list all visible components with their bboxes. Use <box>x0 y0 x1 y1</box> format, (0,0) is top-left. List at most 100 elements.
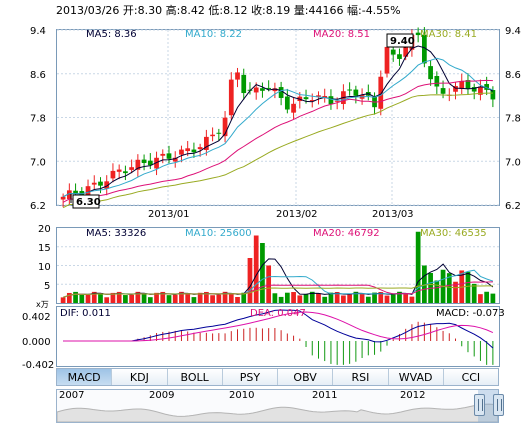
tab-wvad[interactable]: WVAD <box>388 369 444 385</box>
volume-bar <box>347 294 352 303</box>
price-ma10-label: MA10: 8.22 <box>185 29 242 40</box>
volume-bar <box>397 291 402 303</box>
low-price: 8.12 <box>223 4 248 17</box>
volume-bar <box>179 291 184 303</box>
volume-bar <box>60 297 66 303</box>
price-tick-left: 9.4 <box>30 26 46 37</box>
volume-bar <box>484 291 490 303</box>
price-tick-left: 8.6 <box>30 70 46 81</box>
nav-year-2007: 2007 <box>59 390 85 401</box>
volume-bar <box>272 293 278 303</box>
candle-body <box>272 88 278 92</box>
volume-bar <box>172 294 178 303</box>
volume-bar <box>253 235 259 303</box>
time-navigator[interactable]: 2007 2009 2010 2011 2012 <box>56 389 499 423</box>
candle-body <box>228 79 234 116</box>
candle-body <box>415 32 421 36</box>
candle-body <box>484 84 490 90</box>
candle-body <box>378 76 384 109</box>
candle-body <box>278 87 284 98</box>
volume-unit: x万 <box>36 300 49 309</box>
navigator-sparkline <box>57 403 498 422</box>
tab-cci[interactable]: CCI <box>443 369 498 385</box>
volume-bar <box>453 281 458 303</box>
volume-bar <box>378 292 384 303</box>
price-tick-left: 6.2 <box>30 201 46 212</box>
candle-body <box>397 54 402 59</box>
nav-year-2012: 2012 <box>400 390 426 401</box>
x-tick-2013-01: 2013/01 <box>148 209 190 220</box>
candle-body <box>185 148 191 152</box>
candle-body <box>309 100 315 102</box>
candle-body <box>135 159 141 170</box>
volume-bar <box>191 297 197 303</box>
macd-value-label: MACD: -0.073 <box>436 308 505 319</box>
price-tick-right: 8.6 <box>505 70 521 81</box>
indicator-tabs: MACD KDJ BOLL PSY OBV RSI WVAD CCI <box>56 368 499 386</box>
volume-bar <box>328 292 334 303</box>
macd-dif-label: DIF: 0.011 <box>60 308 111 319</box>
price-y-axis: 6.2 6.2 7.0 7.0 7.8 7.8 8.6 8.6 9.4 9.4 <box>30 26 521 212</box>
candle-body <box>353 89 359 96</box>
volume-bar <box>478 294 483 303</box>
candle-body <box>91 182 97 185</box>
price-volume-macd-chart[interactable]: 6.2 6.2 7.0 7.0 7.8 7.8 8.6 8.6 9.4 9.4 MA5: 8.36… <box>0 0 528 370</box>
candle-body <box>440 88 446 94</box>
candlesticks <box>60 27 496 208</box>
volume-bar <box>166 295 172 303</box>
volume-bar <box>403 293 409 303</box>
volume-panel-frame <box>56 227 500 304</box>
macd-tick-bottom: -0.402 <box>22 360 54 370</box>
volume-bar <box>210 295 215 303</box>
candle-body <box>260 88 265 91</box>
ma30-line <box>62 92 493 209</box>
volume-bar <box>116 291 122 303</box>
volume-bar <box>91 291 97 303</box>
candle-body <box>166 153 172 159</box>
macd-panel-frame <box>56 306 500 367</box>
candle-body <box>422 34 427 64</box>
tab-obv[interactable]: OBV <box>278 369 334 385</box>
candle-body <box>172 157 178 162</box>
min-marker-box <box>72 194 100 209</box>
volume-ma10-label: MA10: 25600 <box>185 228 252 239</box>
navigator-left-handle-icon[interactable] <box>474 394 485 416</box>
macd-tick-top: 0.402 <box>22 312 51 323</box>
candle-body <box>465 80 471 89</box>
candle-body <box>222 117 228 137</box>
price-tick-left: 7.0 <box>30 157 46 168</box>
tab-kdj[interactable]: KDJ <box>112 369 168 385</box>
price-ma30-label: MA30: 8.41 <box>420 29 477 40</box>
high-price: 8.42 <box>180 4 205 17</box>
candle-body <box>390 49 396 55</box>
min-price-marker: 6.30 <box>76 197 101 208</box>
tab-rsi[interactable]: RSI <box>333 369 389 385</box>
candle-body <box>322 96 328 98</box>
x-tick-2013-02: 2013/02 <box>276 209 318 220</box>
volume-bar <box>372 292 377 303</box>
macd-dea-label: DEA: 0.047 <box>250 308 306 319</box>
volume-bar <box>465 271 471 303</box>
tab-psy[interactable]: PSY <box>222 369 278 385</box>
open-price: 8.30 <box>137 4 163 17</box>
volume-bar <box>235 296 240 303</box>
volume-bar <box>278 296 284 303</box>
volume-bar <box>390 294 396 303</box>
candle-body <box>197 147 203 150</box>
volume-bar <box>422 265 427 303</box>
volume-bar <box>222 291 228 303</box>
candle-body <box>216 132 222 134</box>
tab-macd[interactable]: MACD <box>57 369 113 385</box>
nav-year-2010: 2010 <box>229 390 255 401</box>
tab-boll[interactable]: BOLL <box>167 369 223 385</box>
max-marker-box <box>386 33 414 48</box>
vol-tick-10: 10 <box>38 262 51 273</box>
price-tick-right: 7.8 <box>505 114 521 125</box>
candle-body <box>284 96 290 110</box>
volume-bar <box>316 293 321 303</box>
volume-bar <box>341 295 346 303</box>
candle-body <box>266 87 272 89</box>
navigator-right-handle-icon[interactable] <box>493 394 504 416</box>
volume-bar <box>247 258 253 303</box>
